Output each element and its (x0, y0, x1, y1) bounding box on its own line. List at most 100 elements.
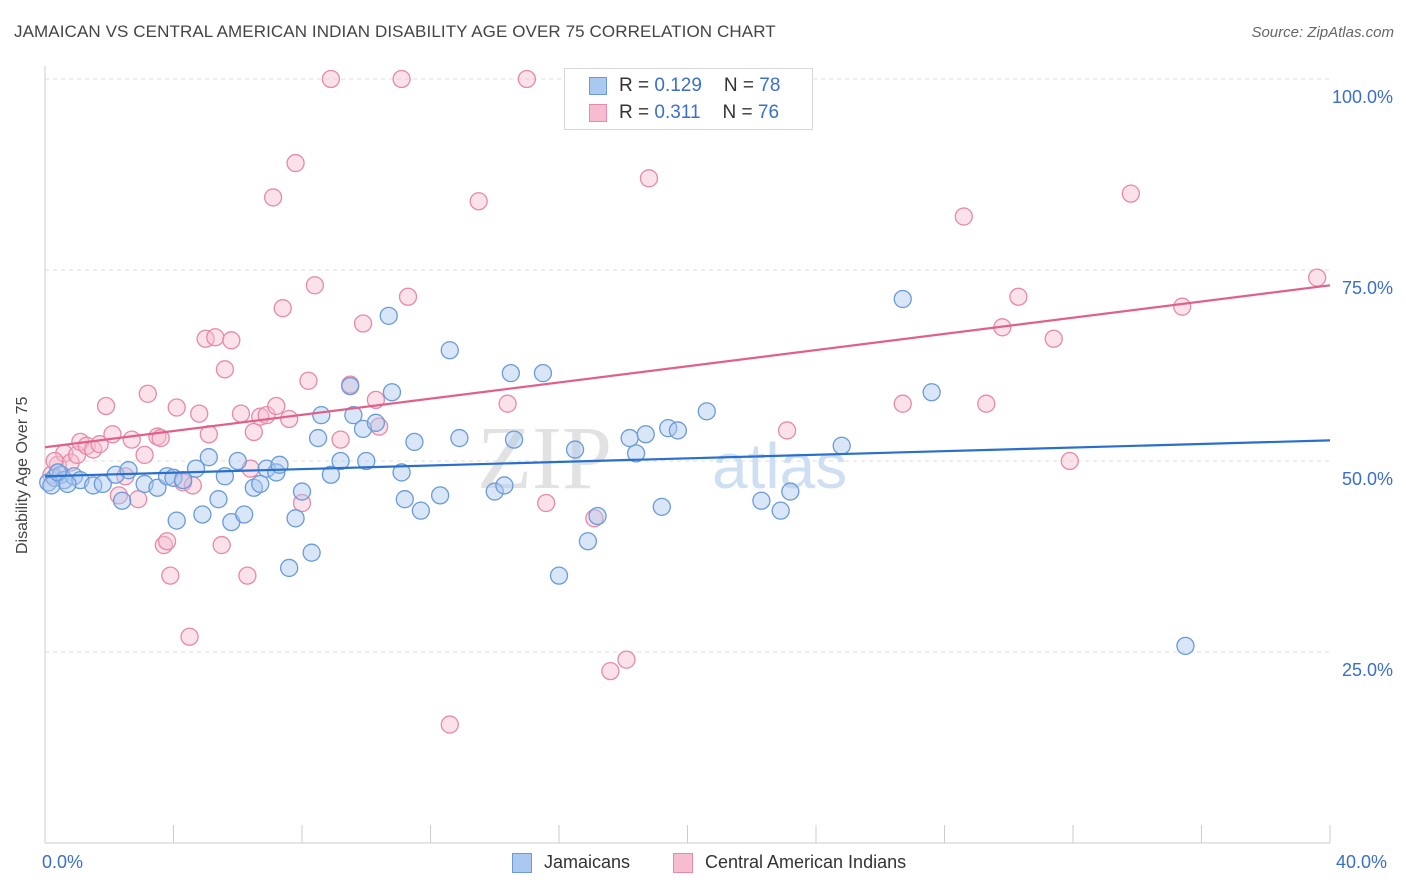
central-american-indians-point-31 (215, 360, 235, 379)
central-american-indians-point-45 (299, 371, 318, 390)
y-tick-label-100: 100.0% (1332, 87, 1393, 107)
correlation-legend: R = 0.129 N = 78 R = 0.311 N = 76 (564, 68, 813, 130)
jamaicans-point-61 (620, 428, 639, 448)
jamaicans-point-35 (312, 406, 331, 425)
central-american-indians-point-63 (639, 169, 659, 188)
jamaicans-point-46 (395, 490, 414, 509)
central-american-indians-point-42 (279, 409, 299, 429)
jamaicans-point-70 (781, 482, 800, 501)
legend-n-label-jamaicans: N = (723, 75, 760, 96)
central-american-indians-trend-line (44, 284, 1331, 449)
central-american-indians-point-22 (167, 398, 186, 417)
y-tick-label-25: 25.0% (1342, 660, 1393, 680)
jamaicans-point-66 (668, 421, 688, 440)
central-american-indians-point-9 (96, 396, 116, 416)
jamaicans-point-77 (58, 474, 77, 494)
central-american-indians-point-67 (977, 394, 996, 413)
central-american-indians-point-58 (517, 69, 537, 89)
watermark: ZIP atlas (477, 409, 847, 508)
central-american-indians-point-74 (1308, 268, 1327, 287)
central-american-indians-point-56 (469, 192, 488, 211)
x-tick-label-min: 0.0% (42, 852, 84, 872)
central-american-indians-point-72 (1121, 184, 1140, 203)
central-american-indians-point-60 (585, 509, 604, 528)
central-american-indians-point-43 (286, 153, 305, 173)
central-american-indians-point-54 (398, 287, 418, 306)
legend-r-value-jamaicans: 0.129 (654, 75, 702, 96)
jamaicans-point-23 (228, 451, 247, 471)
jamaicans-point-15 (167, 511, 186, 530)
central-american-indians-point-33 (231, 404, 251, 423)
jamaicans-point-56 (533, 363, 553, 383)
jamaicans-point-24 (235, 505, 254, 524)
y-tick-labels: 25.0% 50.0% 75.0% 100.0% (1332, 87, 1393, 680)
central-american-indians-point-66 (954, 207, 973, 226)
central-american-indians-point-34 (238, 566, 257, 585)
x-tick-label-max: 40.0% (1336, 852, 1388, 872)
bottom-legend-central-american-indians: Central American Indians (673, 852, 906, 873)
axes (44, 66, 1331, 844)
bottom-legend: Jamaicans Central American Indians (0, 852, 1406, 878)
y-tick-label-50: 50.0% (1342, 469, 1393, 489)
jamaicans-point-30 (279, 558, 299, 578)
jamaicans-point-41 (357, 451, 376, 471)
jamaicans-point-10 (119, 461, 138, 480)
central-american-indians-point-55 (440, 715, 459, 734)
watermark-atlas: atlas (712, 430, 847, 502)
y-axis-label: Disability Age Over 75 (14, 396, 31, 554)
bottom-legend-swatch-jamaicans (512, 852, 532, 873)
jamaicans-point-36 (321, 465, 341, 484)
jamaicans-point-72 (893, 289, 912, 309)
central-american-indians-point-30 (212, 535, 231, 555)
central-american-indians-point-32 (222, 331, 241, 350)
central-american-indians-point-53 (392, 69, 411, 89)
jamaicans-point-52 (485, 482, 504, 501)
central-american-indians-point-14 (129, 490, 148, 509)
jamaicans-point-48 (411, 501, 431, 520)
legend-r-value-central-american-indians: 0.311 (654, 102, 701, 123)
jamaicans-point-33 (302, 543, 321, 562)
jamaicans-point-9 (112, 491, 132, 510)
central-american-indians-point-20 (157, 532, 177, 551)
y-tick-label-75: 75.0% (1342, 278, 1393, 298)
jamaicans-point-32 (292, 482, 312, 501)
jamaicans-point-55 (504, 430, 524, 449)
jamaicans-point-69 (771, 501, 790, 520)
jamaicans-point-31 (286, 509, 305, 528)
legend-row-jamaicans: R = 0.129 N = 78 (589, 75, 780, 97)
jamaicans-point-71 (832, 436, 851, 455)
jamaicans-point-20 (209, 490, 228, 509)
series-jamaicans (39, 289, 1195, 656)
central-american-indians-point-13 (122, 430, 141, 449)
jamaicans-point-39 (344, 406, 363, 425)
trend-lines (44, 284, 1331, 478)
jamaicans-point-18 (193, 505, 212, 524)
jamaicans-point-19 (199, 448, 218, 467)
central-american-indians-point-15 (135, 445, 154, 465)
bottom-legend-swatch-central-american-indians (673, 852, 693, 873)
central-american-indians-point-21 (161, 566, 180, 585)
jamaicans-point-73 (922, 383, 941, 402)
jamaicans-point-54 (501, 363, 520, 383)
bottom-legend-label-jamaicans: Jamaicans (544, 852, 631, 872)
central-american-indians-point-39 (263, 188, 283, 207)
central-american-indians-point-26 (190, 404, 209, 423)
jamaicans-point-58 (565, 440, 585, 459)
jamaicans-point-49 (430, 486, 450, 505)
legend-r-label-central-american-indians: R = (619, 102, 655, 123)
y-axis-label-wrap: Disability Age Over 75 (14, 397, 34, 754)
jamaicans-point-26 (251, 474, 270, 494)
jamaicans-point-59 (578, 532, 598, 551)
central-american-indians-point-24 (180, 627, 199, 646)
central-american-indians-point-71 (1060, 451, 1079, 471)
central-american-indians-point-62 (617, 650, 636, 669)
central-american-indians-point-48 (331, 430, 350, 449)
jamaicans-point-34 (308, 428, 328, 448)
central-american-indians-point-29 (206, 328, 225, 347)
central-american-indians-point-16 (138, 384, 157, 403)
jamaicans-point-43 (379, 306, 398, 325)
central-american-indians-point-65 (893, 394, 912, 413)
central-american-indians-point-59 (537, 493, 556, 513)
jamaicans-point-38 (341, 376, 360, 396)
